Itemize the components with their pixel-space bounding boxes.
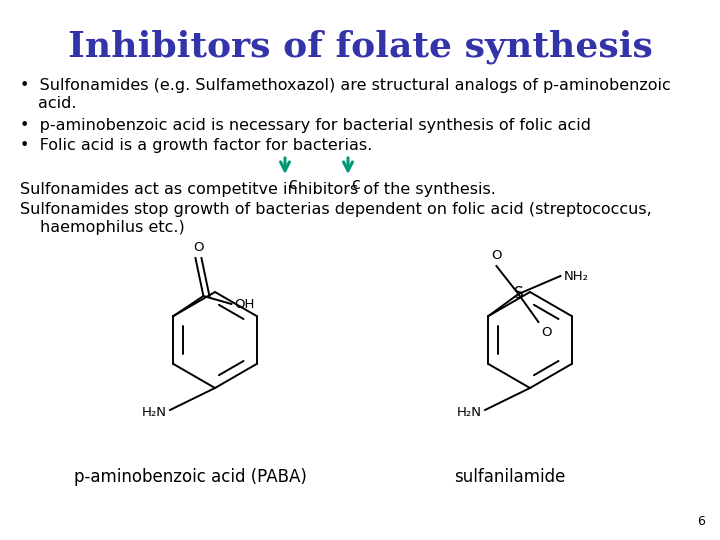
Text: H₂N: H₂N <box>142 406 167 419</box>
Text: S: S <box>513 287 523 301</box>
Text: acid.: acid. <box>38 96 76 111</box>
Text: Sulfonamides stop growth of bacterias dependent on folic acid (streptococcus,: Sulfonamides stop growth of bacterias de… <box>20 202 652 217</box>
Text: Sulfonamides act as competitve inhibitors of the synthesis.: Sulfonamides act as competitve inhibitor… <box>20 182 496 197</box>
Text: H₂N: H₂N <box>457 406 482 419</box>
Text: •  p-aminobenzoic acid is necessary for bacterial synthesis of folic acid: • p-aminobenzoic acid is necessary for b… <box>20 118 591 133</box>
Text: c: c <box>351 177 360 192</box>
Text: •  Folic acid is a growth factor for bacterias.: • Folic acid is a growth factor for bact… <box>20 138 372 153</box>
Text: 6: 6 <box>697 515 705 528</box>
Text: Inhibitors of folate synthesis: Inhibitors of folate synthesis <box>68 30 652 64</box>
Text: sulfanilamide: sulfanilamide <box>454 468 566 486</box>
Text: O: O <box>491 249 502 262</box>
Text: OH: OH <box>235 298 255 310</box>
Text: haemophilus etc.): haemophilus etc.) <box>40 220 185 235</box>
Text: p-aminobenzoic acid (PABA): p-aminobenzoic acid (PABA) <box>73 468 307 486</box>
Text: •  Sulfonamides (e.g. Sulfamethoxazol) are structural analogs of p-aminobenzoic: • Sulfonamides (e.g. Sulfamethoxazol) ar… <box>20 78 671 93</box>
Text: c: c <box>288 177 297 192</box>
Text: O: O <box>541 326 552 339</box>
Text: O: O <box>193 241 204 254</box>
Text: NH₂: NH₂ <box>564 269 588 282</box>
